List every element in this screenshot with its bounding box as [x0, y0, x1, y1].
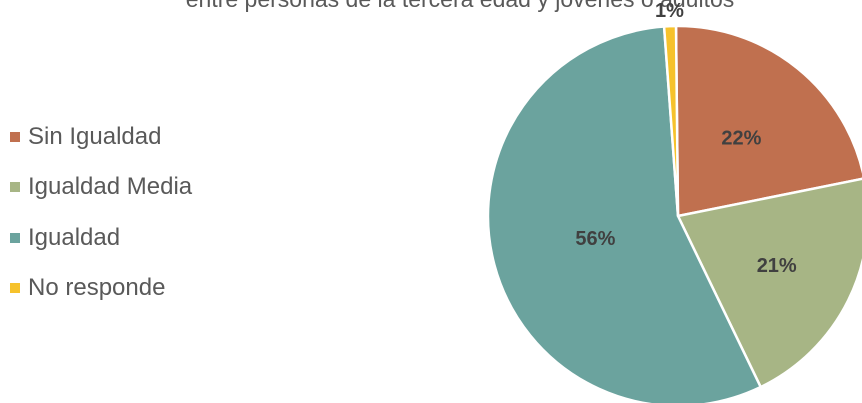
chart-legend: Sin Igualdad Igualdad Media Igualdad No …	[10, 122, 193, 326]
legend-label-sin-igualdad: Sin Igualdad	[28, 122, 162, 150]
legend-label-igualdad: Igualdad	[28, 223, 121, 251]
pie-slice-sin-igualdad	[674, 24, 862, 218]
legend-swatch-sin-igualdad	[10, 131, 20, 142]
legend-item-igualdad: Igualdad	[10, 223, 192, 251]
pie-label-igualdad-media: 21%	[757, 255, 797, 277]
legend-label-no-responde: No responde	[28, 274, 166, 301]
legend-swatch-no-responde	[10, 283, 20, 293]
chart-title: entre personas de la tercera edad y jóve…	[0, 0, 862, 13]
pie-label-sin-igualdad: 22%	[721, 128, 761, 150]
legend-item-igualdad-media: Igualdad Media	[10, 173, 193, 200]
pie-slices	[486, 24, 862, 403]
legend-item-no-responde: No responde	[10, 274, 192, 301]
pie-labels: 22% 21% 56% 1%	[575, 0, 797, 277]
pie-slice-no-responde	[662, 24, 680, 218]
pie-slice-igualdad-media	[676, 177, 862, 389]
pie-slice-igualdad	[486, 25, 762, 403]
pie-label-igualdad: 56%	[575, 228, 615, 250]
pie-label-no-responde: 1%	[655, 0, 684, 22]
legend-item-sin-igualdad: Sin Igualdad	[10, 122, 192, 150]
legend-swatch-igualdad	[10, 232, 20, 243]
legend-swatch-igualdad-media	[10, 182, 20, 192]
legend-label-igualdad-media: Igualdad Media	[28, 173, 193, 200]
